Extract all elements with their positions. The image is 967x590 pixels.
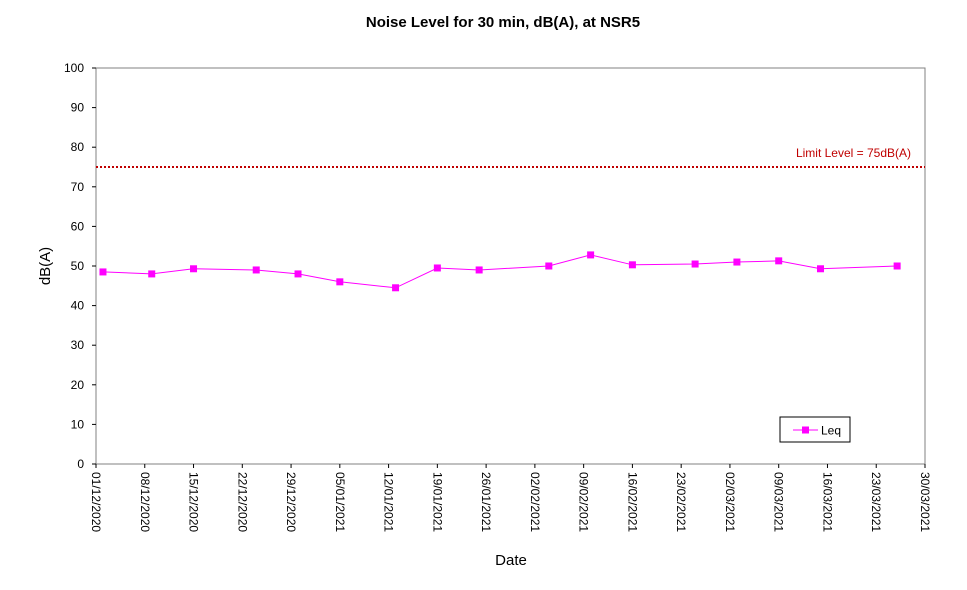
x-tick-label: 12/01/2021 bbox=[382, 472, 396, 532]
plot-area bbox=[95, 67, 926, 465]
y-tick-label: 50 bbox=[71, 259, 85, 273]
x-tick-label: 01/12/2020 bbox=[89, 472, 103, 532]
x-tick-label: 09/02/2021 bbox=[577, 472, 591, 532]
x-tick-label: 15/12/2020 bbox=[187, 472, 201, 532]
data-point-leq bbox=[893, 262, 901, 270]
limit-line-group: Limit Level = 75dB(A) bbox=[96, 146, 925, 168]
x-tick-label: 02/03/2021 bbox=[723, 472, 737, 532]
y-tick-label: 60 bbox=[71, 219, 85, 233]
x-tick-label: 30/03/2021 bbox=[918, 472, 932, 532]
data-point-leq bbox=[628, 261, 636, 269]
x-tick-label: 16/03/2021 bbox=[820, 472, 834, 532]
x-tick-label: 23/03/2021 bbox=[869, 472, 883, 532]
y-tick-label: 100 bbox=[64, 61, 84, 75]
data-point-leq bbox=[733, 258, 741, 266]
x-axis-title: Date bbox=[495, 552, 527, 569]
data-point-leq bbox=[545, 262, 553, 270]
data-point-leq bbox=[190, 265, 198, 273]
x-tick-label: 16/02/2021 bbox=[625, 472, 639, 532]
data-point-leq bbox=[392, 284, 400, 292]
x-tick-label: 29/12/2020 bbox=[284, 472, 298, 532]
data-point-leq bbox=[817, 265, 825, 273]
y-tick-label: 40 bbox=[71, 299, 85, 313]
x-axis: 01/12/2020 08/12/2020 15/12/2020 22/12/2020… bbox=[89, 464, 932, 532]
y-tick-label: 20 bbox=[71, 378, 85, 392]
x-tick-label: 22/12/2020 bbox=[235, 472, 249, 532]
data-point-leq bbox=[336, 278, 344, 286]
data-point-leq bbox=[475, 266, 483, 274]
y-tick-label: 90 bbox=[71, 101, 85, 115]
data-point-leq bbox=[775, 257, 783, 265]
data-point-leq bbox=[691, 260, 699, 268]
y-tick-label: 80 bbox=[71, 140, 85, 154]
y-tick-label: 10 bbox=[71, 417, 85, 431]
legend-label-leq: Leq bbox=[821, 424, 841, 438]
data-point-leq bbox=[587, 251, 595, 259]
y-tick-label: 0 bbox=[77, 457, 84, 471]
data-point-leq bbox=[294, 270, 302, 278]
limit-line-label: Limit Level = 75dB(A) bbox=[796, 146, 911, 160]
x-tick-label: 05/01/2021 bbox=[333, 472, 347, 532]
y-tick-label: 30 bbox=[71, 338, 85, 352]
data-point-leq bbox=[252, 266, 260, 274]
data-point-leq bbox=[99, 268, 107, 276]
series-leq bbox=[99, 251, 901, 292]
x-tick-label: 02/02/2021 bbox=[528, 472, 542, 532]
x-tick-label: 08/12/2020 bbox=[138, 472, 152, 532]
chart-title: Noise Level for 30 min, dB(A), at NSR5 bbox=[366, 14, 640, 31]
data-point-leq bbox=[433, 264, 441, 272]
x-tick-label: 23/02/2021 bbox=[674, 472, 688, 532]
data-point-leq bbox=[148, 270, 156, 278]
legend: Leq bbox=[779, 416, 851, 443]
x-tick-label: 19/01/2021 bbox=[430, 472, 444, 532]
x-tick-label: 26/01/2021 bbox=[479, 472, 493, 532]
y-axis: 0 10 20 30 40 50 60 70 80 90 100 bbox=[64, 61, 96, 471]
x-tick-label: 09/03/2021 bbox=[772, 472, 786, 532]
y-axis-title: dB(A) bbox=[37, 247, 54, 285]
legend-marker-swatch bbox=[802, 426, 809, 434]
y-tick-label: 70 bbox=[71, 180, 85, 194]
